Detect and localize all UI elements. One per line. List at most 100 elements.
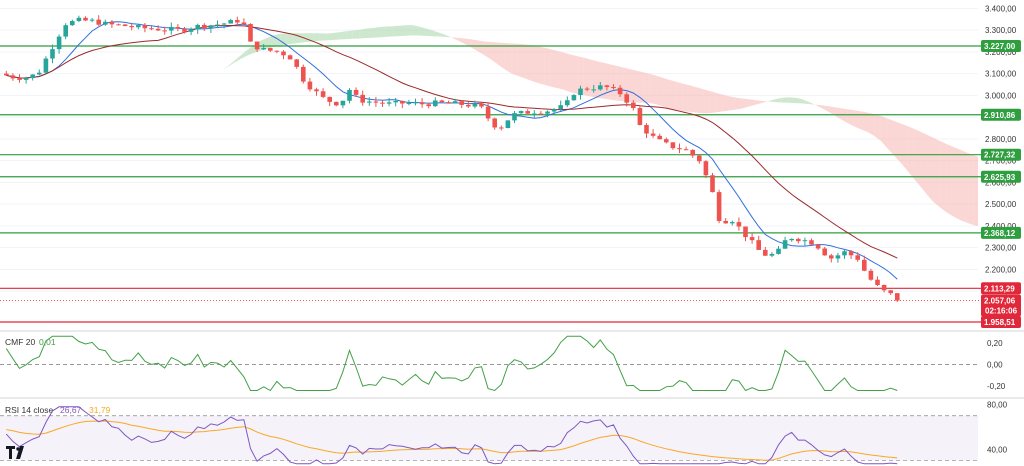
candle bbox=[393, 100, 398, 103]
cloud-segment bbox=[603, 62, 611, 100]
candle bbox=[353, 89, 359, 95]
cloud-segment bbox=[722, 94, 729, 112]
cloud-segment bbox=[570, 54, 578, 95]
cloud-segment bbox=[201, 76, 208, 78]
candle bbox=[855, 255, 860, 260]
cloud-segment bbox=[880, 116, 888, 149]
moving-average-lines bbox=[6, 21, 898, 280]
candle bbox=[373, 101, 379, 103]
candle bbox=[690, 149, 695, 156]
candle bbox=[149, 28, 154, 30]
cloud-segment bbox=[531, 45, 538, 83]
price-tick-label: 2.200,00 bbox=[985, 265, 1017, 274]
candle bbox=[103, 21, 108, 25]
cloud-segment bbox=[227, 61, 234, 68]
candle bbox=[334, 101, 339, 106]
cloud-segment bbox=[762, 100, 769, 103]
candle bbox=[281, 51, 286, 56]
candle bbox=[43, 58, 49, 73]
cloud-segment bbox=[887, 118, 894, 156]
candle bbox=[842, 251, 847, 256]
candle bbox=[584, 88, 590, 90]
cloud-segment bbox=[643, 72, 650, 103]
kijun-line bbox=[6, 24, 898, 259]
cloud-segment bbox=[445, 34, 452, 38]
candle bbox=[796, 238, 801, 242]
level-badge-label: 2.625,93 bbox=[984, 173, 1016, 182]
price-tick-label: 3.100,00 bbox=[985, 70, 1017, 79]
cloud-segment bbox=[511, 43, 518, 76]
candle bbox=[386, 102, 392, 104]
cloud-segment bbox=[590, 59, 597, 98]
tradingview-logo-icon[interactable] bbox=[6, 446, 24, 459]
candle bbox=[822, 248, 827, 256]
candle bbox=[492, 118, 497, 128]
level-badge bbox=[981, 282, 1021, 295]
candle bbox=[63, 25, 68, 37]
cloud-segment bbox=[597, 61, 604, 99]
candle bbox=[578, 88, 583, 96]
candle bbox=[347, 89, 352, 101]
candle bbox=[228, 20, 233, 24]
candle bbox=[254, 41, 260, 50]
cloud-segment bbox=[405, 25, 413, 36]
level-badge-label: 2.113,29 bbox=[984, 284, 1015, 293]
cloud-segment bbox=[966, 152, 974, 225]
cloud-segment bbox=[207, 73, 215, 77]
cloud-segment bbox=[194, 77, 201, 78]
candle bbox=[875, 279, 880, 285]
candle bbox=[505, 120, 511, 129]
cmf-label[interactable]: CMF 20 bbox=[5, 337, 36, 347]
candle bbox=[50, 49, 55, 59]
price-tick-label: 2.300,00 bbox=[985, 244, 1017, 253]
cmf-line bbox=[5, 335, 898, 392]
cloud-segment bbox=[181, 76, 188, 78]
candle bbox=[109, 21, 115, 25]
candle bbox=[241, 22, 247, 25]
candle bbox=[763, 249, 768, 256]
rsi-tick-label: 80,00 bbox=[987, 401, 1008, 410]
candle bbox=[320, 91, 326, 97]
candle bbox=[723, 220, 728, 224]
candle bbox=[360, 94, 365, 103]
cmf-tick-label: 0,00 bbox=[987, 361, 1003, 370]
level-badges: 3.227,00 2.910,86 2.727,32 2.625,93 2.368,12… bbox=[981, 39, 1021, 328]
candle bbox=[235, 20, 240, 23]
cloud-segment bbox=[220, 66, 228, 71]
candle bbox=[10, 75, 16, 79]
cloud-segment bbox=[696, 87, 703, 114]
countdown-label: 02:16:06 bbox=[985, 307, 1018, 316]
rsi-tick-label: 40,00 bbox=[987, 445, 1008, 454]
cloud-segment bbox=[610, 64, 617, 101]
candle bbox=[307, 81, 313, 90]
cloud-segment bbox=[339, 31, 347, 40]
candle bbox=[743, 226, 748, 238]
candle bbox=[248, 24, 253, 42]
candle bbox=[565, 100, 570, 106]
rsi-label[interactable]: RSI 14 close bbox=[5, 405, 53, 415]
candle bbox=[485, 106, 491, 119]
cloud-segment bbox=[742, 98, 749, 109]
candle bbox=[30, 74, 35, 79]
candle bbox=[703, 161, 709, 176]
cloud-segment bbox=[973, 155, 978, 227]
candle bbox=[525, 111, 530, 114]
cloud-segment bbox=[854, 110, 861, 130]
candle bbox=[89, 19, 95, 21]
candle bbox=[175, 26, 181, 29]
candle bbox=[512, 113, 517, 121]
candle bbox=[835, 255, 841, 259]
rsi-pane: RSI 14 close 26,67 31,79 bbox=[0, 405, 978, 465]
cloud-segment bbox=[313, 33, 320, 42]
candle bbox=[815, 244, 821, 249]
cmf-value: 0,01 bbox=[39, 337, 56, 347]
cloud-segment bbox=[458, 37, 465, 45]
candle bbox=[426, 104, 431, 107]
cloud-segment bbox=[583, 57, 591, 97]
rsi-band bbox=[0, 415, 978, 461]
cloud-segment bbox=[174, 75, 182, 77]
cloud-segment bbox=[847, 109, 855, 127]
cloud-segment bbox=[656, 75, 663, 107]
price-tick-label: 3.000,00 bbox=[985, 91, 1017, 100]
